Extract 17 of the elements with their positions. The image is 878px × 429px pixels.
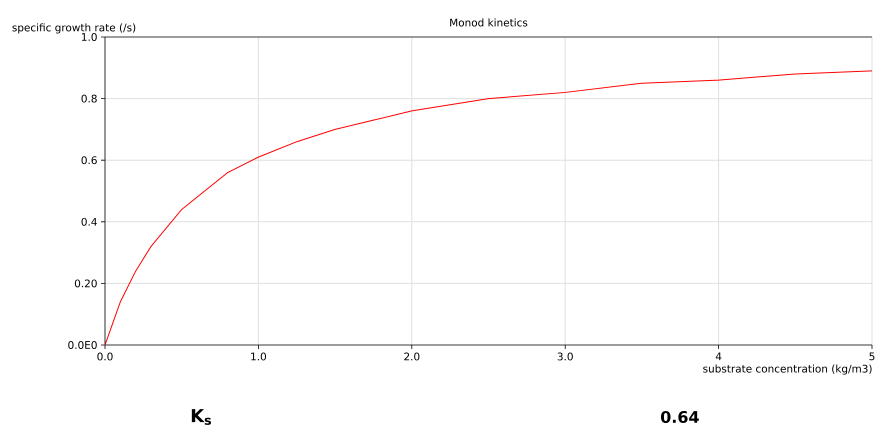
x-tick-label: 3.0: [558, 352, 573, 360]
y-tick-label: 1.0: [82, 33, 97, 41]
y-tick-label: 0.20: [74, 279, 97, 288]
y-tick-label: 0.6: [82, 156, 97, 164]
x-tick-label: 0.0: [97, 352, 113, 360]
x-axis-title: substrate concentration (kg/m3): [703, 364, 872, 375]
y-tick-label: 0.8: [82, 94, 97, 103]
y-axis-title: specific growth rate (/s): [12, 23, 136, 34]
x-tick-label: 1.0: [251, 352, 266, 360]
text: K$_{s}$: [192, 409, 211, 425]
x-tick-label: 4: [716, 352, 722, 360]
chart-title: Monod kinetics: [450, 18, 528, 26]
text: 0.64: [660, 410, 699, 424]
x-tick-label: 5: [869, 352, 874, 360]
y-tick-label: 0.0E0: [68, 341, 97, 349]
y-tick-label: 0.4: [82, 218, 97, 226]
x-tick-label: 2.0: [404, 352, 420, 360]
